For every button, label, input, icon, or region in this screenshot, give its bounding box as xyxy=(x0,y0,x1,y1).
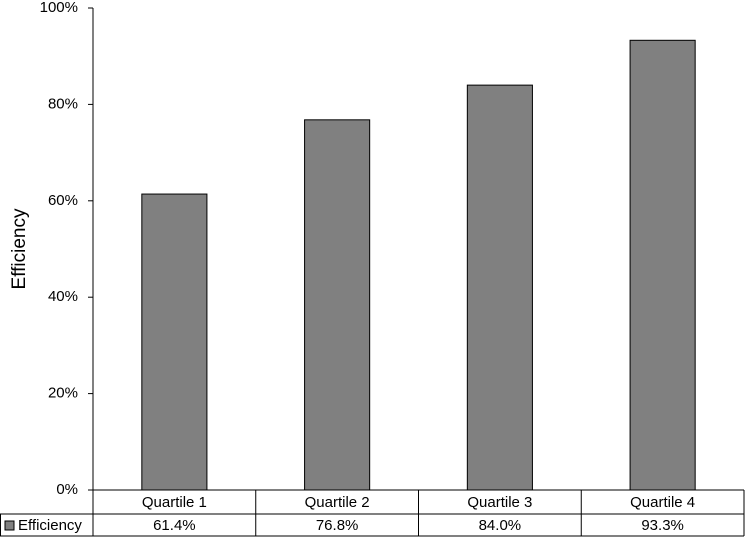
x-tick-label: Quartile 3 xyxy=(467,494,532,511)
y-axis-label: Efficiency xyxy=(9,208,30,289)
x-tick-label: Quartile 1 xyxy=(142,494,207,511)
x-tick-label: Quartile 2 xyxy=(305,494,370,511)
value-label: 61.4% xyxy=(153,517,196,534)
y-tick-label: 40% xyxy=(48,288,78,305)
bar xyxy=(304,119,371,491)
y-tick-label: 100% xyxy=(40,0,78,16)
y-tick-label: 0% xyxy=(56,481,78,498)
legend-label: Efficiency xyxy=(18,517,82,534)
value-label: 76.8% xyxy=(316,517,359,534)
bar xyxy=(466,84,533,491)
value-label: 93.3% xyxy=(641,517,684,534)
bar xyxy=(629,39,696,491)
bar xyxy=(141,193,208,491)
y-tick-label: 80% xyxy=(48,95,78,112)
y-tick-label: 60% xyxy=(48,192,78,209)
legend-key xyxy=(4,520,15,531)
x-tick-label: Quartile 4 xyxy=(630,494,695,511)
value-label: 84.0% xyxy=(479,517,522,534)
y-tick-label: 20% xyxy=(48,385,78,402)
